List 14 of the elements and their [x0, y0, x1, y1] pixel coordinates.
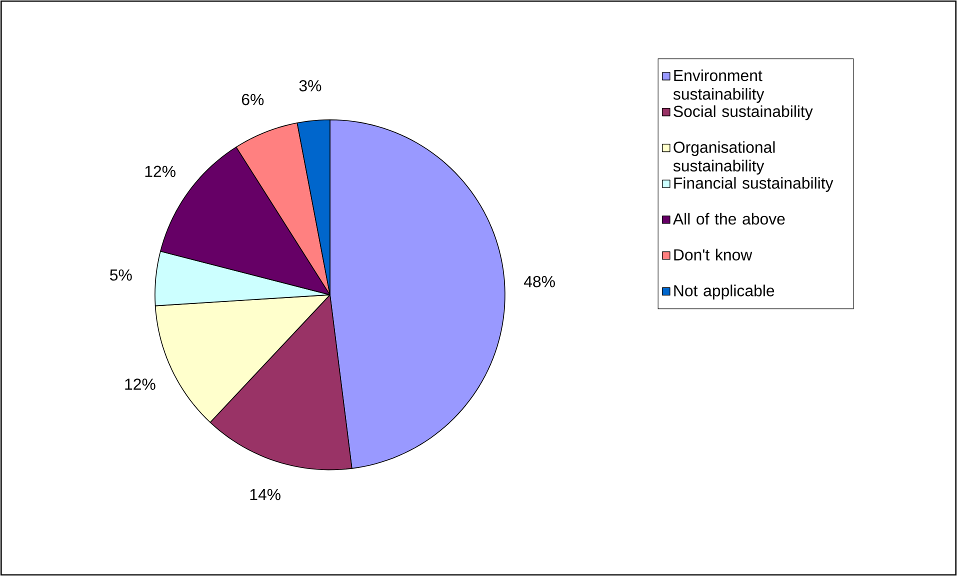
data-label: 6%: [242, 94, 264, 106]
data-label: 14%: [250, 488, 280, 500]
data-label: 5%: [110, 269, 132, 281]
data-label: 12%: [125, 378, 156, 390]
legend-label: Financial sustainability: [674, 177, 834, 192]
data-label: 3%: [299, 80, 322, 92]
data-label: 48%: [524, 276, 555, 288]
data-label: 12%: [145, 166, 176, 177]
legend-label: All of the above: [672, 212, 785, 225]
legend-label: Social sustainability: [674, 105, 813, 120]
legend-label: Organisational sustainability: [673, 141, 775, 175]
legend-label: Don't know: [674, 248, 752, 260]
legend-label: Not applicable: [674, 284, 774, 300]
legend-label: Environment sustainability: [673, 69, 764, 103]
